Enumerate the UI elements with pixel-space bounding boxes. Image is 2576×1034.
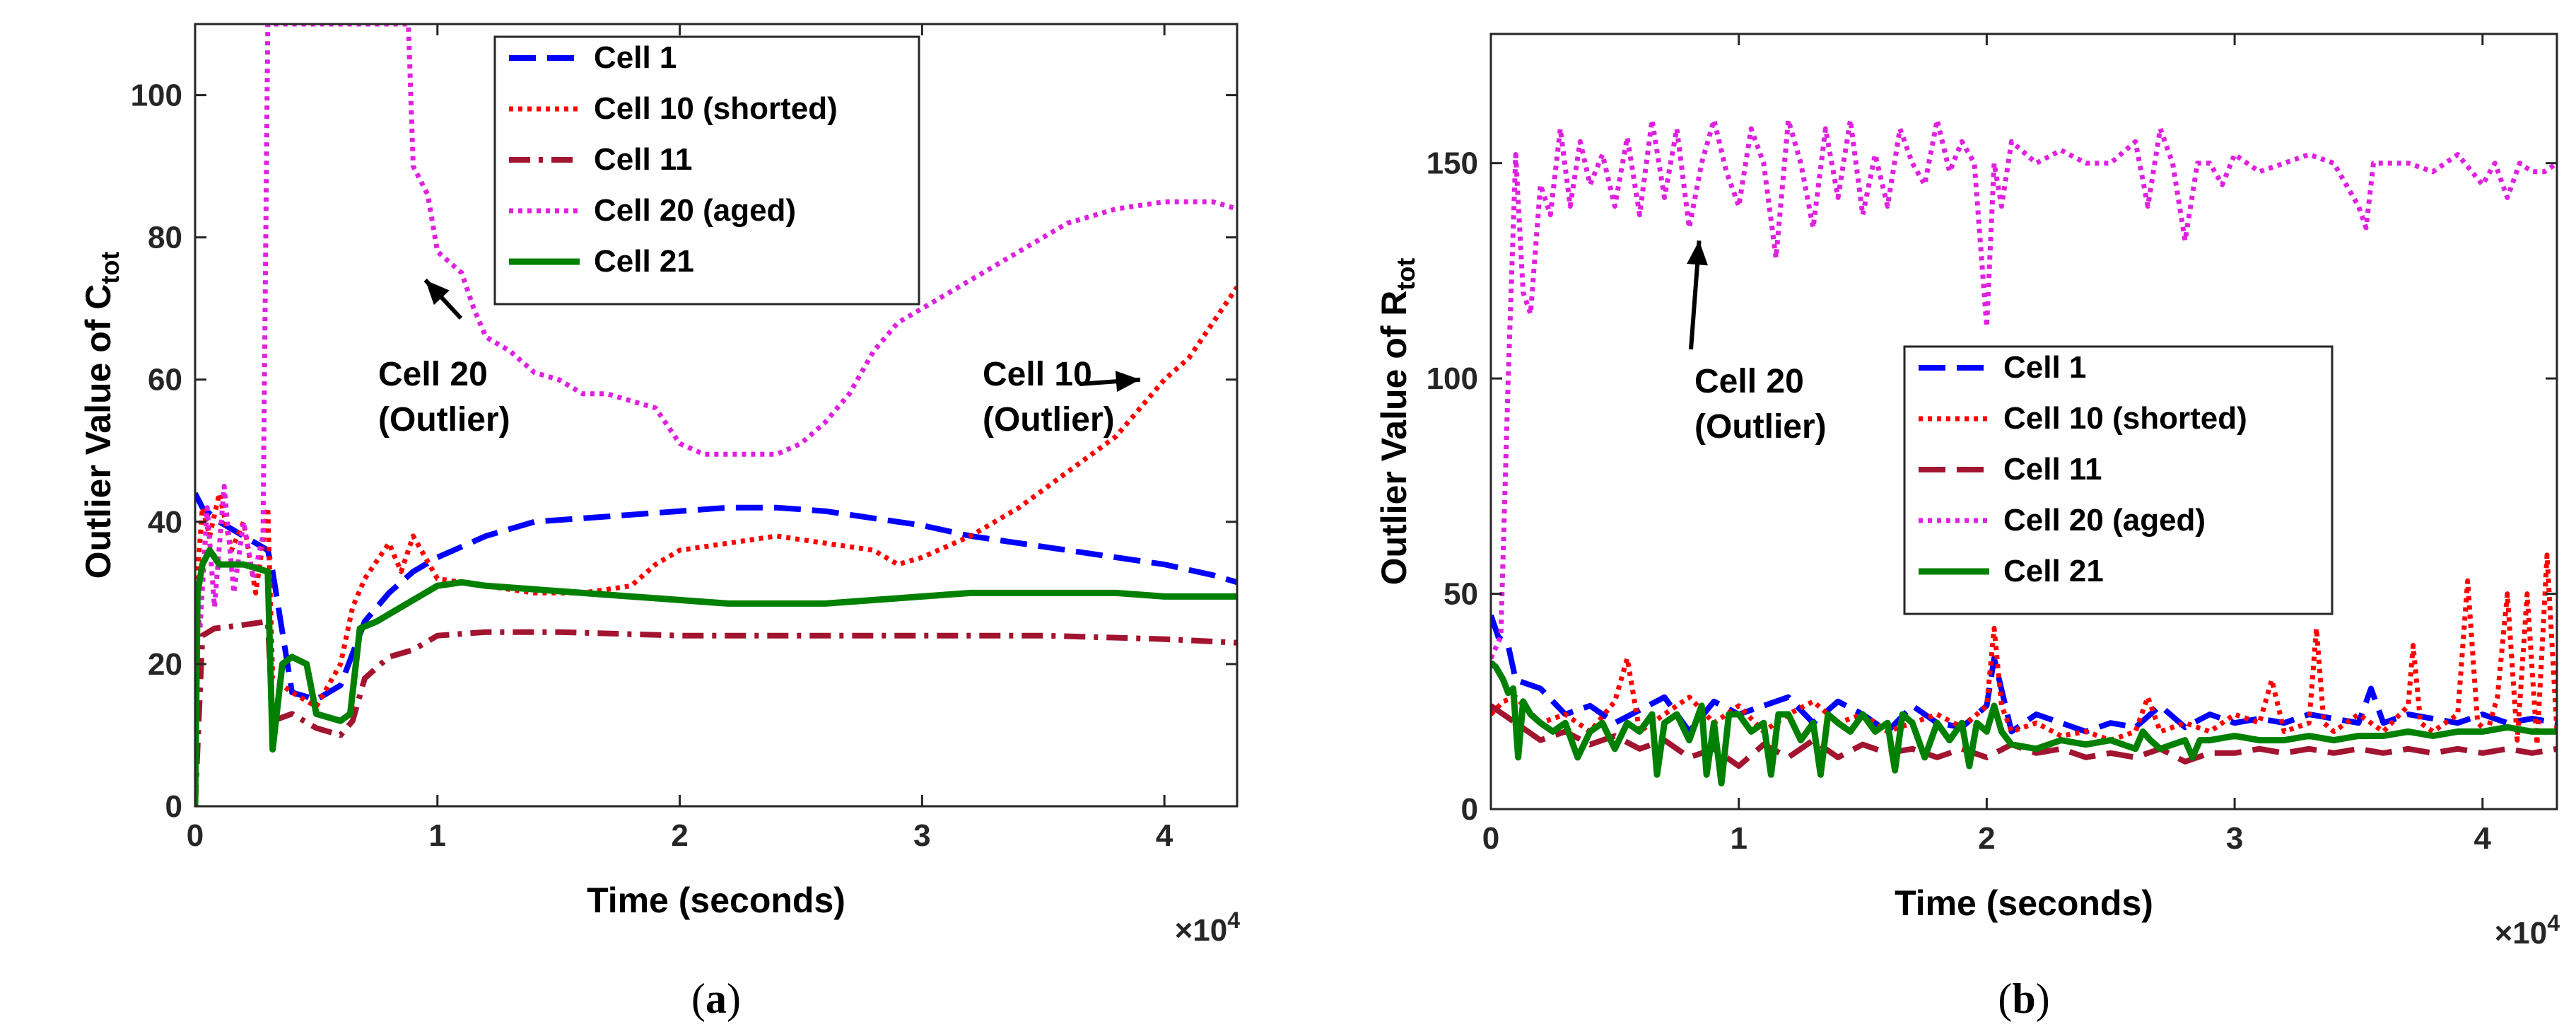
- legend-label: Cell 1: [594, 40, 677, 75]
- x-multiplier-exp: 4: [2547, 910, 2560, 936]
- x-tick-label: 0: [187, 818, 204, 853]
- y-tick-label: 100: [1427, 361, 1478, 396]
- x-multiplier-base: ×10: [1175, 913, 1228, 948]
- series-line-cell-20-aged: [1491, 117, 2557, 660]
- y-tick-label: 0: [165, 789, 182, 824]
- x-axis-label: Time (seconds): [1895, 883, 2153, 923]
- series-group: [195, 24, 1237, 806]
- legend-label: Cell 10 (shorted): [2003, 401, 2247, 436]
- y-tick-label: 50: [1444, 577, 1478, 612]
- series-line-cell-1: [195, 492, 1237, 703]
- y-tick-label: 40: [148, 505, 182, 540]
- y-tick-label: 150: [1427, 146, 1478, 181]
- legend-entry: Cell 11: [1919, 452, 2102, 487]
- legend-entry: Cell 21: [509, 244, 694, 279]
- annotation-arrow-head: [425, 279, 450, 306]
- x-tick-label: 4: [2474, 821, 2492, 856]
- legend-entry: Cell 11: [509, 142, 692, 177]
- legend-label: Cell 10 (shorted): [594, 91, 838, 126]
- y-tick-label: 0: [1461, 792, 1478, 827]
- annotation-sublabel: (Outlier): [378, 401, 510, 438]
- panel-caption-open: (: [691, 975, 706, 1022]
- x-tick-label: 4: [1156, 818, 1173, 853]
- y-tick-label: 60: [148, 363, 182, 397]
- series-line-cell-21: [195, 547, 1237, 806]
- legend-entry: Cell 20 (aged): [1919, 503, 2206, 538]
- x-multiplier-exp: 4: [1227, 907, 1240, 933]
- x-multiplier-base: ×10: [2495, 916, 2548, 951]
- series-line-cell-21: [1491, 660, 2557, 786]
- legend-label: Cell 1: [2003, 350, 2086, 385]
- panel-caption-letter: a: [706, 975, 727, 1022]
- panel-caption: (b): [1998, 975, 2049, 1022]
- annotation: Cell 20 (Outlier): [378, 278, 510, 438]
- x-tick-label: 2: [671, 818, 688, 853]
- legend: Cell 1 Cell 10 (shorted) Cell 11 Cell 20 (a…: [1903, 345, 2334, 615]
- axes-box: [1489, 33, 2558, 811]
- legend-label: Cell 11: [594, 142, 692, 177]
- y-tick-label: 80: [148, 221, 182, 255]
- legend-entry: Cell 21: [1919, 554, 2104, 588]
- panel-caption-letter: b: [2012, 975, 2035, 1022]
- x-tick-label: 3: [913, 818, 930, 853]
- series-line-cell-11: [195, 618, 1237, 806]
- y-axis-label: Outlier Value of Rtot: [1374, 258, 1420, 586]
- legend: Cell 1 Cell 10 (shorted) Cell 11 Cell 20 (a…: [493, 35, 920, 306]
- legend-label: Cell 20 (aged): [594, 193, 796, 228]
- y-tick-label: 100: [131, 79, 182, 113]
- annotation: Cell 10 (Outlier): [983, 356, 1141, 438]
- legend-entry: Cell 1: [509, 40, 677, 75]
- annotation-sublabel: (Outlier): [983, 401, 1115, 438]
- annotation: Cell 20 (Outlier): [1687, 240, 1827, 446]
- legend-entry: Cell 10 (shorted): [1919, 401, 2247, 436]
- annotation-arrow-head: [1687, 240, 1708, 266]
- legend-entry: Cell 1: [1919, 350, 2086, 385]
- y-axis-label-sub: tot: [95, 252, 124, 284]
- annotation-label: Cell 20: [1694, 363, 1804, 400]
- panel-caption-close: ): [727, 975, 741, 1022]
- series-line-cell-10-shorted: [1491, 552, 2557, 748]
- x-tick-label: 0: [1482, 821, 1499, 856]
- legend-entry: Cell 10 (shorted): [509, 91, 838, 126]
- annotation-label: Cell 10: [983, 356, 1092, 393]
- y-axis-label-main: Outlier Value of C: [78, 284, 118, 579]
- y-axis-label-sub: tot: [1391, 258, 1420, 291]
- series-group: [1491, 117, 2557, 786]
- y-axis-label: Outlier Value of Ctot: [78, 252, 124, 579]
- x-tick-label: 1: [429, 818, 446, 853]
- annotation-label: Cell 20: [378, 356, 488, 393]
- panel-caption-open: (: [1998, 975, 2012, 1022]
- legend-label: Cell 21: [594, 244, 694, 279]
- annotation-arrow-head: [1115, 371, 1140, 393]
- axes-box: [194, 23, 1239, 808]
- annotation-sublabel: (Outlier): [1694, 408, 1827, 446]
- x-multiplier: ×104: [1175, 907, 1241, 948]
- x-multiplier: ×104: [2495, 910, 2560, 951]
- y-axis-label-main: Outlier Value of R: [1374, 291, 1414, 586]
- x-tick-label: 3: [2226, 821, 2243, 856]
- x-tick-label: 1: [1730, 821, 1747, 856]
- x-axis-label: Time (seconds): [587, 881, 845, 920]
- panel-caption-close: ): [2036, 975, 2050, 1022]
- legend-label: Cell 20 (aged): [2003, 503, 2206, 538]
- y-tick-label: 20: [148, 647, 182, 682]
- legend-label: Cell 21: [2003, 554, 2104, 588]
- legend-entry: Cell 20 (aged): [509, 193, 796, 228]
- panel-caption: (a): [691, 975, 741, 1022]
- legend-label: Cell 11: [2003, 452, 2102, 487]
- x-tick-label: 2: [1978, 821, 1995, 856]
